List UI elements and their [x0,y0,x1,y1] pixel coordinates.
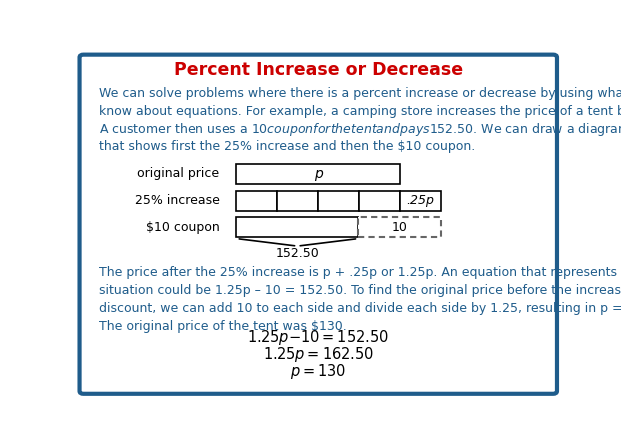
Text: know about equations. For example, a camping store increases the price of a tent: know about equations. For example, a cam… [99,105,621,118]
Text: situation could be 1.25p – 10 = 152.50. To find the original price before the in: situation could be 1.25p – 10 = 152.50. … [99,284,621,297]
Text: $1.25p$$-10=152.50$: $1.25p$$-10=152.50$ [247,328,389,347]
Text: $1.25p=162.50$: $1.25p=162.50$ [263,345,374,365]
Text: A customer then uses a $10 coupon for the tent and pays $152.50. We can draw a d: A customer then uses a $10 coupon for th… [99,121,621,138]
Text: 10: 10 [392,221,407,234]
Bar [358,218,441,237]
Text: 25% increase: 25% increase [135,194,220,207]
Text: Percent Increase or Decrease: Percent Increase or Decrease [174,61,463,79]
Bar [237,164,400,184]
Text: $10 coupon: $10 coupon [146,221,220,234]
Bar [278,191,318,210]
FancyBboxPatch shape [79,55,557,394]
Text: p: p [314,167,323,181]
Text: original price: original price [137,167,220,180]
Text: discount, we can add 10 to each side and divide each side by 1.25, resulting in : discount, we can add 10 to each side and… [99,302,621,315]
Text: that shows first the 25% increase and then the $10 coupon.: that shows first the 25% increase and th… [99,140,476,154]
Text: 152.50: 152.50 [276,247,319,260]
Bar [318,191,359,210]
Bar [400,191,441,210]
Bar [237,191,278,210]
Text: The price after the 25% increase is p + .25p or 1.25p. An equation that represen: The price after the 25% increase is p + … [99,266,621,279]
Text: We can solve problems where there is a percent increase or decrease by using wha: We can solve problems where there is a p… [99,87,621,100]
Text: The original price of the tent was $130.: The original price of the tent was $130. [99,320,347,333]
Text: $p=130$: $p=130$ [290,362,347,381]
Text: .25p: .25p [407,194,435,207]
Bar [359,191,400,210]
Bar [237,218,358,237]
